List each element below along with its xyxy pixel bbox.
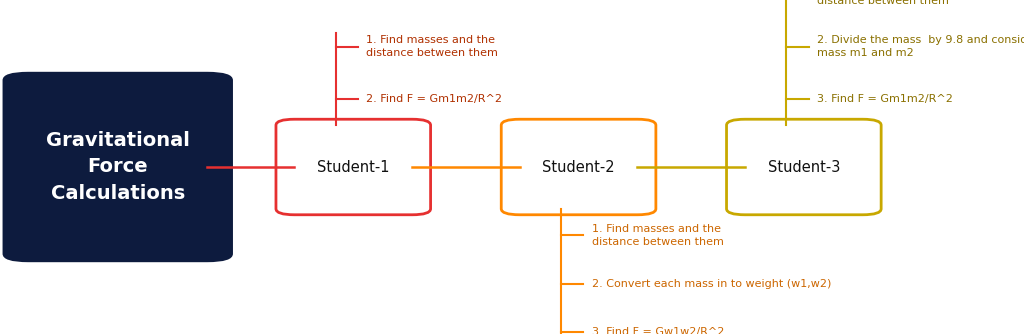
Text: 3. Find F = Gm1m2/R^2: 3. Find F = Gm1m2/R^2 bbox=[817, 94, 952, 104]
Text: Student-2: Student-2 bbox=[543, 160, 614, 174]
FancyBboxPatch shape bbox=[275, 119, 430, 215]
Text: Student-3: Student-3 bbox=[768, 160, 840, 174]
Text: 3. Find F = Gw1w2/R^2: 3. Find F = Gw1w2/R^2 bbox=[592, 327, 724, 334]
Text: 1. Find masses and the
distance between them: 1. Find masses and the distance between … bbox=[817, 0, 949, 6]
Text: Student-1: Student-1 bbox=[317, 160, 389, 174]
Text: 2. Divide the mass  by 9.8 and consider that as
mass m1 and m2: 2. Divide the mass by 9.8 and consider t… bbox=[817, 35, 1024, 58]
Text: 2. Convert each mass in to weight (w1,w2): 2. Convert each mass in to weight (w1,w2… bbox=[592, 279, 831, 289]
Text: Gravitational
Force
Calculations: Gravitational Force Calculations bbox=[46, 131, 189, 203]
FancyBboxPatch shape bbox=[3, 72, 232, 262]
Text: 1. Find masses and the
distance between them: 1. Find masses and the distance between … bbox=[367, 35, 499, 58]
FancyBboxPatch shape bbox=[727, 119, 881, 215]
Text: 2. Find F = Gm1m2/R^2: 2. Find F = Gm1m2/R^2 bbox=[367, 94, 503, 104]
FancyBboxPatch shape bbox=[501, 119, 655, 215]
Text: 1. Find masses and the
distance between them: 1. Find masses and the distance between … bbox=[592, 224, 724, 247]
